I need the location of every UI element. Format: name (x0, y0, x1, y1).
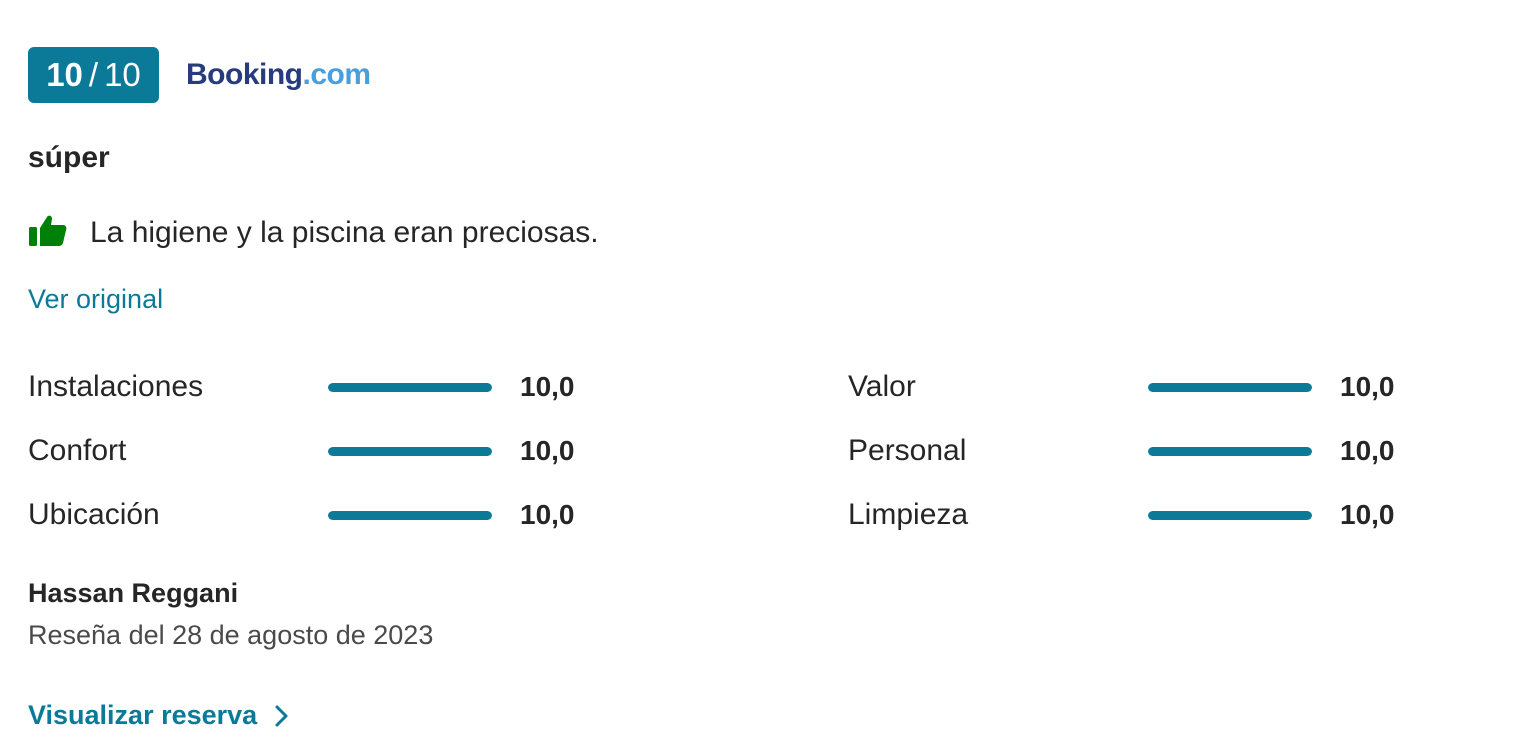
score-badge: 10 / 10 (28, 47, 159, 103)
rating-bar-fill (328, 510, 492, 520)
view-booking-label: Visualizar reserva (28, 700, 258, 730)
rating-value: 10,0 (1340, 371, 1395, 402)
rating-bar (1148, 446, 1312, 456)
review-headline: súper (28, 141, 110, 174)
brand-part1: Booking (186, 58, 303, 91)
booking-logo: Booking.com (186, 58, 371, 92)
rating-bar (1148, 382, 1312, 392)
chevron-right-icon (275, 705, 288, 726)
view-booking-link[interactable]: Visualizar reserva (28, 700, 291, 731)
rating-row-valor: Valor 10,0 (848, 367, 1395, 407)
score-value: 10 (46, 56, 83, 93)
rating-value: 10,0 (1340, 499, 1395, 530)
rating-bar-fill (1148, 382, 1312, 392)
rating-value: 10,0 (1340, 435, 1395, 466)
rating-label: Personal (848, 434, 967, 467)
rating-label: Limpieza (848, 498, 969, 531)
rating-bar-fill (328, 446, 492, 456)
rating-bar-fill (1148, 510, 1312, 520)
review-date: Reseña del 28 de agosto de 2023 (28, 620, 434, 650)
rating-label: Confort (28, 434, 127, 467)
rating-bar (328, 382, 492, 392)
rating-label: Ubicación (28, 498, 160, 531)
rating-value: 10,0 (520, 499, 575, 530)
rating-value: 10,0 (520, 371, 575, 402)
rating-bar (328, 446, 492, 456)
score-max: 10 (104, 56, 141, 93)
rating-value: 10,0 (520, 435, 575, 466)
rating-row-confort: Confort 10,0 (28, 431, 575, 471)
rating-bar (328, 510, 492, 520)
brand-part2: .com (302, 58, 372, 91)
positive-text: La higiene y la piscina eran preciosas. (90, 216, 599, 249)
rating-bar-fill (1148, 446, 1312, 456)
rating-bar (1148, 510, 1312, 520)
reviewer-name: Hassan Reggani (28, 578, 239, 608)
rating-label: Valor (848, 370, 916, 403)
rating-row-personal: Personal 10,0 (848, 431, 1395, 471)
rating-row-instalaciones: Instalaciones 10,0 (28, 367, 575, 407)
rating-bar-fill (328, 382, 492, 392)
positive-comment: La higiene y la piscina eran preciosas. (28, 215, 599, 250)
see-original-link[interactable]: Ver original (28, 284, 164, 314)
rating-row-ubicacion: Ubicación 10,0 (28, 495, 575, 535)
thumbs-up-icon (29, 215, 67, 246)
rating-row-limpieza: Limpieza 10,0 (848, 495, 1395, 535)
rating-label: Instalaciones (28, 370, 204, 403)
score-separator: / (88, 56, 99, 93)
